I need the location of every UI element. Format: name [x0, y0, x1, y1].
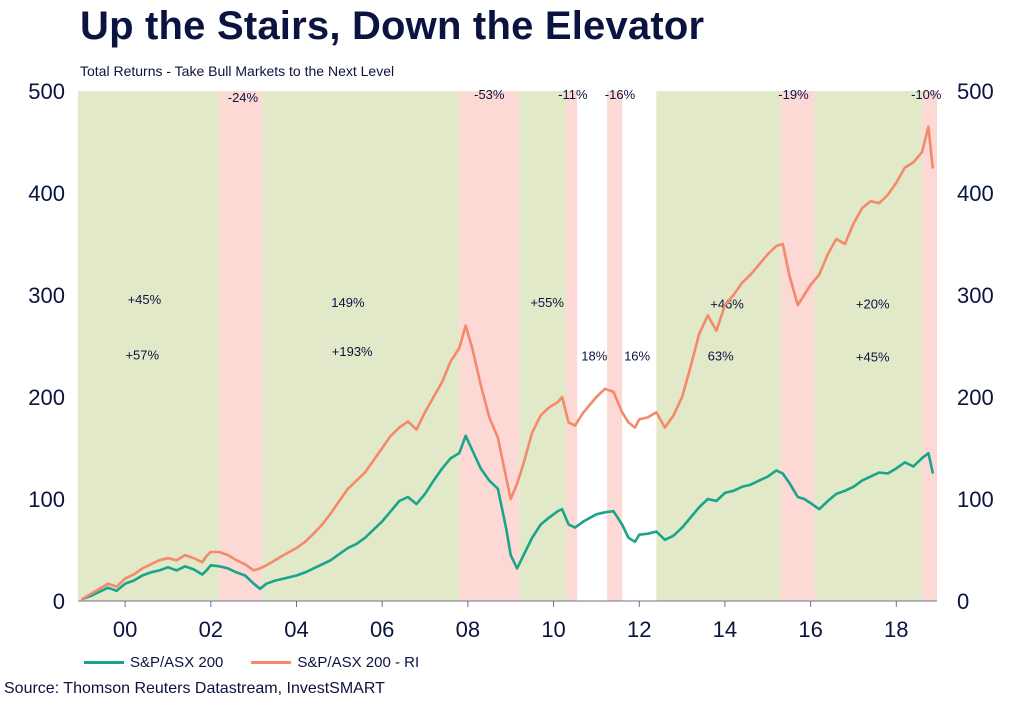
- annotation-label: -16%: [605, 87, 636, 102]
- annotation-label: +55%: [530, 295, 564, 310]
- chart-title: Up the Stairs, Down the Elevator: [80, 4, 705, 48]
- y-tick-label-right: 100: [957, 487, 994, 512]
- y-tick-label-left: 500: [28, 79, 65, 104]
- region-bear-1: [219, 91, 263, 601]
- y-tick-label-left: 0: [53, 589, 65, 614]
- x-tick-label: 18: [884, 617, 908, 642]
- region-bear-10: [922, 91, 937, 601]
- x-tick-label: 14: [713, 617, 737, 642]
- region-bull-4: [519, 91, 567, 601]
- region-bull-9: [814, 91, 923, 601]
- annotation-label: +57%: [125, 347, 159, 362]
- annotation-label: -53%: [474, 87, 505, 102]
- annotation-label: -19%: [778, 87, 809, 102]
- y-tick-label-left: 400: [28, 181, 65, 206]
- y-tick-label-right: 200: [957, 385, 994, 410]
- x-tick-label: 02: [199, 617, 223, 642]
- x-tick-label: 00: [113, 617, 137, 642]
- annotation-label: -24%: [228, 90, 259, 105]
- annotation-label: -10%: [911, 87, 942, 102]
- chart-subtitle: Total Returns - Take Bull Markets to the…: [80, 63, 395, 79]
- series-lines: [81, 125, 934, 601]
- x-tick-label: 08: [456, 617, 480, 642]
- series-line-asx200: [81, 434, 934, 601]
- region-bull-7: [656, 91, 781, 601]
- x-tick-label: 16: [798, 617, 822, 642]
- annotation-label: -11%: [558, 87, 588, 102]
- legend-swatch-asx200-ri: [251, 661, 292, 664]
- x-tick-label: 12: [627, 617, 651, 642]
- y-tick-label-right: 400: [957, 181, 994, 206]
- region-bear-5: [566, 91, 578, 601]
- annotation-label: +193%: [332, 344, 373, 359]
- annotation-label: +45%: [128, 292, 162, 307]
- annotation-label: 149%: [331, 295, 365, 310]
- legend-label-asx200-ri: S&P/ASX 200 - RI: [297, 654, 420, 671]
- source-note: Source: Thomson Reuters Datastream, Inve…: [4, 680, 385, 697]
- legend-label-asx200: S&P/ASX 200: [130, 654, 224, 671]
- y-tick-label-left: 100: [28, 487, 65, 512]
- y-tick-label-left: 300: [28, 283, 65, 308]
- market-regions: [78, 91, 937, 601]
- y-tick-label-left: 200: [28, 385, 65, 410]
- annotation-label: 18%: [581, 348, 607, 363]
- y-tick-label-right: 0: [957, 589, 969, 614]
- y-tick-label-right: 300: [957, 283, 994, 308]
- annotation-label: 16%: [624, 348, 650, 363]
- region-bear-6: [607, 91, 623, 601]
- legend: S&P/ASX 200 S&P/ASX 200 - RI: [84, 654, 447, 671]
- y-tick-label-right: 500: [957, 79, 994, 104]
- x-tick-label: 04: [284, 617, 308, 642]
- region-bear-8: [780, 91, 815, 601]
- x-tick-label: 06: [370, 617, 394, 642]
- annotation-label: 63%: [708, 348, 734, 363]
- x-tick-label: 10: [541, 617, 565, 642]
- annotation-label: +45%: [856, 349, 890, 364]
- series-line-asx200-ri: [81, 125, 934, 601]
- region-bear-3: [459, 91, 520, 601]
- legend-item-asx200-ri: S&P/ASX 200 - RI: [251, 654, 419, 671]
- region-bull-2: [262, 91, 460, 601]
- legend-swatch-asx200: [84, 661, 124, 664]
- legend-item-asx200: S&P/ASX 200: [84, 654, 223, 671]
- region-bull-0: [78, 91, 220, 601]
- annotation-label: +20%: [856, 296, 890, 311]
- annotations: +45% +57% -24% 149% +193% -53% +55% -11% 18% -16%…: [125, 87, 941, 364]
